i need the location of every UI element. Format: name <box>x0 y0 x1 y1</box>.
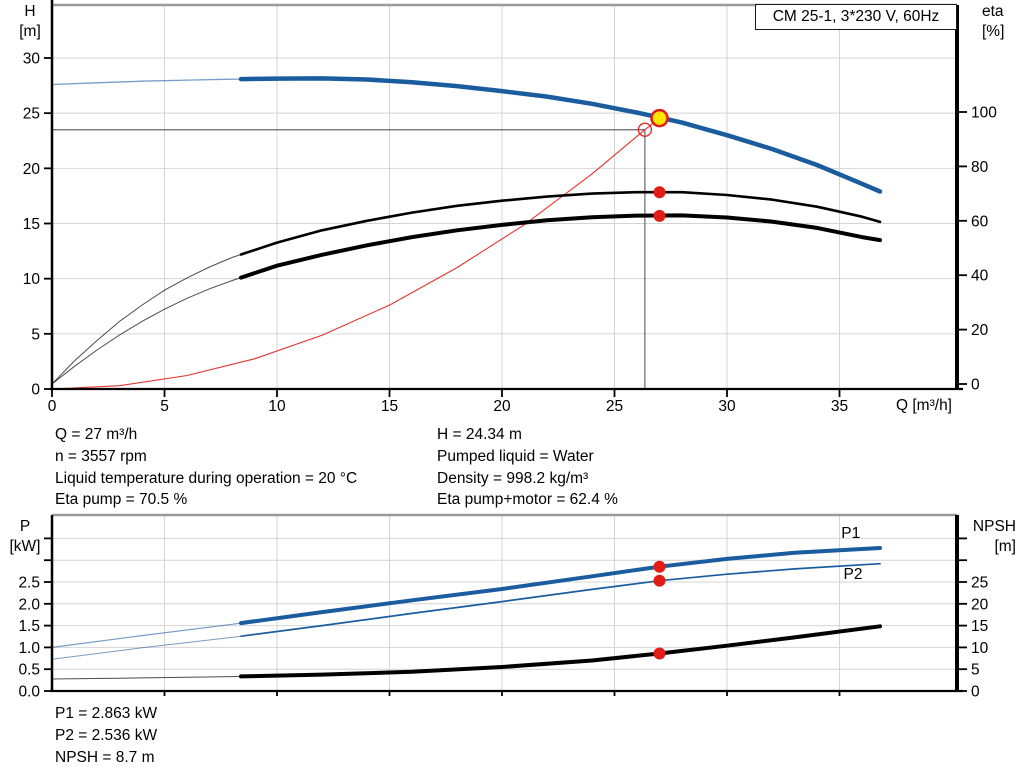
gridlines <box>52 515 957 691</box>
annotation-line: Pumped liquid = Water <box>437 447 594 465</box>
duty-info-right: H = 24.34 m Pumped liquid = Water Densit… <box>437 424 618 511</box>
duty-markers <box>637 108 669 222</box>
reference-lines <box>52 129 646 389</box>
svg-text:25: 25 <box>606 398 623 415</box>
annotation-line: NPSH = 8.7 m <box>55 748 155 766</box>
series-label-P1: P1 <box>841 525 860 542</box>
svg-text:5: 5 <box>31 326 40 343</box>
eta-axis-symbol: eta <box>982 3 1004 20</box>
svg-text:20: 20 <box>971 596 989 613</box>
svg-text:10: 10 <box>268 398 286 415</box>
svg-text:20: 20 <box>23 161 41 178</box>
series-p1-curve <box>51 546 882 648</box>
axes: 0.0 0.5 1.0 1.5 2.0 2.5 0 5 10 15 20 25 <box>18 513 989 701</box>
qh-eta-chart: 0 5 10 15 20 25 30 0 20 40 60 80 100 0 5 10 15 20 25 30 35 <box>23 0 997 415</box>
svg-text:0.0: 0.0 <box>18 684 40 701</box>
eta-pump-motor-point <box>653 209 666 222</box>
power-axis-title: P [kW] <box>2 517 48 557</box>
svg-text:0: 0 <box>971 377 980 394</box>
eta-axis-title: eta [%] <box>982 2 1024 42</box>
svg-text:20: 20 <box>493 398 511 415</box>
annotation-line: H = 24.34 m <box>437 426 522 443</box>
svg-text:0: 0 <box>48 398 57 415</box>
eta-pump-point <box>653 186 666 199</box>
eta-axis-unit: [%] <box>982 23 1005 40</box>
svg-text:5: 5 <box>160 398 169 415</box>
chart-title-box: CM 25-1, 3*230 V, 60Hz <box>755 4 957 30</box>
series-eta-pump <box>51 190 882 385</box>
duty-point <box>650 108 669 128</box>
annotation-line: n = 3557 rpm <box>55 447 147 465</box>
power-axis-symbol: P <box>19 518 31 535</box>
head-axis-unit: [m] <box>19 23 41 40</box>
head-axis-symbol: H <box>24 3 36 20</box>
svg-text:20: 20 <box>971 322 989 339</box>
duty-markers <box>653 560 666 660</box>
annotation-line: Eta pump+motor = 62.4 % <box>437 491 618 509</box>
npsh-axis-symbol: NPSH <box>972 518 1016 535</box>
head-axis-title: H [m] <box>9 2 51 42</box>
svg-text:10: 10 <box>971 640 989 657</box>
flow-axis-title: Q [m³/h] <box>896 397 952 414</box>
duty-info-left: Q = 27 m³/h n = 3557 rpm Liquid temperat… <box>55 424 357 511</box>
axes: 0 5 10 15 20 25 30 0 20 40 60 80 100 0 5 10 15 20 25 30 35 <box>23 0 997 415</box>
series-eta-pump-motor <box>51 213 882 385</box>
tick-labels: 0 5 10 15 20 25 30 0 20 40 60 80 100 0 5 10 15 20 25 30 35 <box>23 51 997 415</box>
svg-text:15: 15 <box>971 618 988 635</box>
tick-labels: 0.0 0.5 1.0 1.5 2.0 2.5 0 5 10 15 20 25 <box>18 537 989 701</box>
annotation-line: P1 = 2.863 kW <box>55 705 158 722</box>
series-label-P2: P2 <box>844 566 863 583</box>
series-npsh-curve <box>51 624 882 680</box>
series-system-curve <box>51 117 660 390</box>
svg-text:80: 80 <box>971 159 989 176</box>
svg-text:0.5: 0.5 <box>18 662 40 679</box>
annotation-line: Q = 27 m³/h <box>55 426 138 443</box>
svg-text:15: 15 <box>23 216 40 233</box>
annotation-line: Liquid temperature during operation = 20… <box>55 469 358 487</box>
svg-text:2.5: 2.5 <box>18 575 40 592</box>
svg-text:25: 25 <box>971 575 988 592</box>
annotation-line: Density = 998.2 kg/m³ <box>437 469 589 487</box>
svg-text:0: 0 <box>31 382 40 399</box>
svg-text:40: 40 <box>971 268 989 285</box>
svg-text:2.0: 2.0 <box>18 596 40 613</box>
requested-duty-point <box>637 122 653 137</box>
svg-text:100: 100 <box>971 105 997 122</box>
svg-text:25: 25 <box>23 106 40 123</box>
svg-text:15: 15 <box>381 398 398 415</box>
gridlines <box>52 5 957 389</box>
series-qh-curve <box>51 76 883 194</box>
svg-text:10: 10 <box>23 271 41 288</box>
power-info: P1 = 2.863 kW P2 = 2.536 kW NPSH = 8.7 m <box>55 703 157 768</box>
svg-text:30: 30 <box>23 51 41 68</box>
power-axis-unit: [kW] <box>9 538 41 555</box>
npsh-axis-title: NPSH [m] <box>960 517 1016 557</box>
annotation-line: P2 = 2.536 kW <box>55 726 158 744</box>
series-p2-curve <box>51 562 881 660</box>
svg-text:60: 60 <box>971 213 989 230</box>
npsh-axis-unit: [m] <box>994 538 1016 555</box>
svg-text:30: 30 <box>718 398 736 415</box>
annotation-line: Eta pump = 70.5 % <box>55 491 188 509</box>
p1-point <box>653 560 666 573</box>
svg-text:0: 0 <box>971 684 980 701</box>
npsh-point <box>653 647 666 660</box>
svg-text:1.5: 1.5 <box>18 618 40 635</box>
svg-text:5: 5 <box>971 662 980 679</box>
svg-text:35: 35 <box>831 398 848 415</box>
p2-point <box>653 574 666 587</box>
svg-text:1.0: 1.0 <box>18 640 40 657</box>
power-npsh-chart: P1 P2 0.0 0.5 1.0 1.5 2.0 2.5 0 5 10 15 20 25 <box>18 513 989 701</box>
